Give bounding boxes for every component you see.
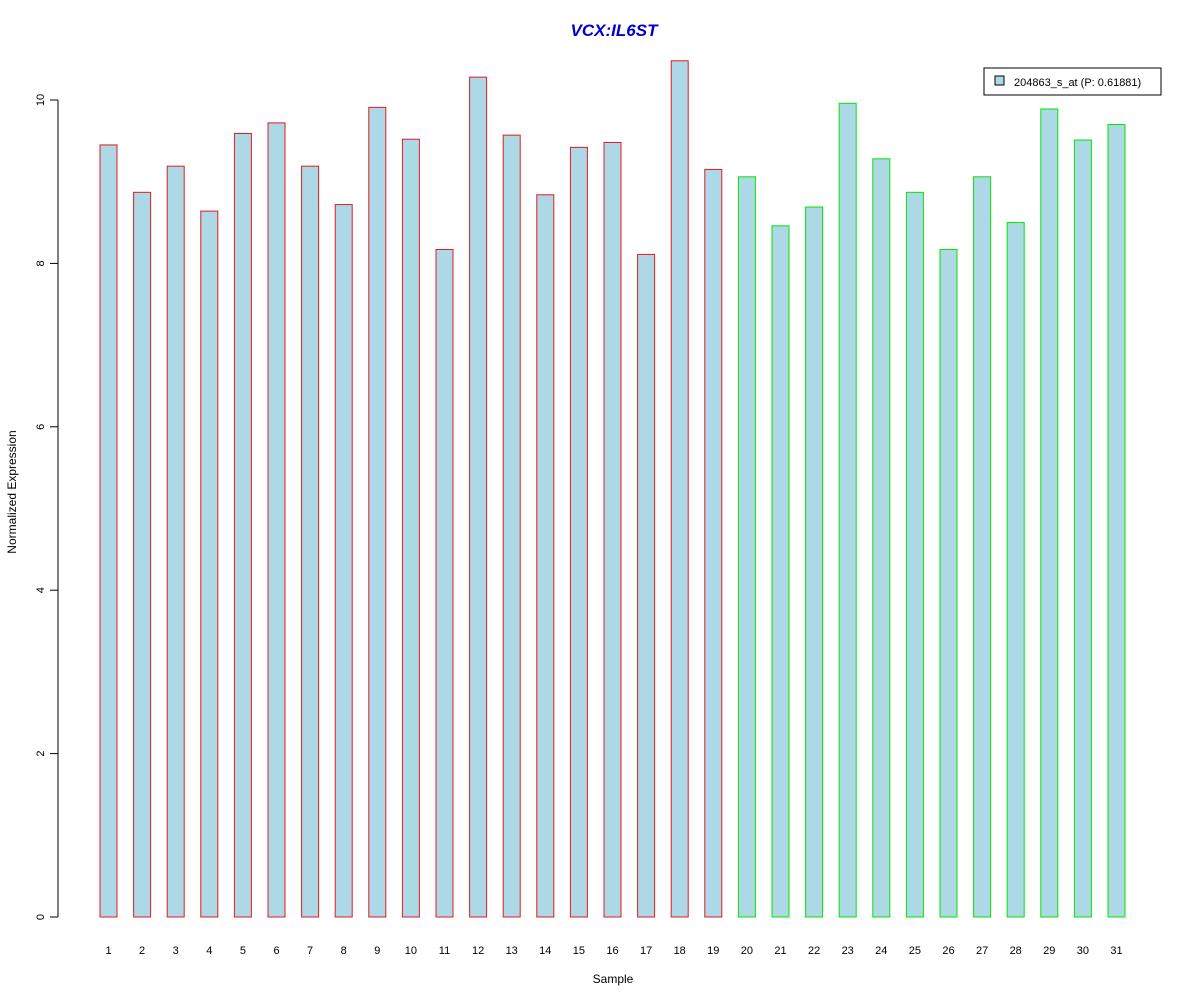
y-tick-label: 10 (35, 94, 47, 106)
bar-7 (301, 165, 320, 918)
x-tick-label-27: 27 (976, 945, 988, 957)
bar-27 (973, 176, 992, 918)
bar-26 (939, 249, 958, 918)
x-tick-label-20: 20 (741, 945, 753, 957)
bar-25 (905, 191, 924, 918)
bar-13 (502, 134, 521, 918)
legend-entry: 204863_s_at (P: 0.61881) (1014, 77, 1141, 89)
x-tick-label-7: 7 (307, 945, 313, 957)
x-tick-label-14: 14 (539, 945, 551, 957)
x-tick-label-21: 21 (774, 945, 786, 957)
y-tick-label: 6 (35, 424, 47, 430)
bar-31 (1107, 124, 1126, 918)
x-tick-label-24: 24 (875, 945, 887, 957)
bar-6 (267, 122, 286, 918)
x-tick-label-26: 26 (942, 945, 954, 957)
bar-14 (536, 194, 555, 918)
x-tick-label-1: 1 (105, 945, 111, 957)
bar-23 (838, 102, 857, 918)
x-tick-label-13: 13 (506, 945, 518, 957)
x-tick-label-25: 25 (909, 945, 921, 957)
x-tick-label-10: 10 (405, 945, 417, 957)
x-tick-label-18: 18 (674, 945, 686, 957)
bar-21 (771, 225, 790, 918)
y-tick-label: 8 (35, 260, 47, 266)
legend: 204863_s_at (P: 0.61881) (983, 67, 1162, 96)
x-tick-label-8: 8 (341, 945, 347, 957)
x-tick-label-15: 15 (573, 945, 585, 957)
chart-title: VCX:IL6ST (571, 21, 660, 40)
y-axis: 0 2 4 6 8 10 (35, 94, 59, 920)
x-tick-label-23: 23 (842, 945, 854, 957)
bar-24 (872, 158, 891, 918)
x-tick-label-19: 19 (707, 945, 719, 957)
x-tick-label-12: 12 (472, 945, 484, 957)
x-tick-label-4: 4 (206, 945, 212, 957)
x-axis-label: Sample (593, 972, 634, 986)
bar-22 (805, 206, 824, 918)
bar-18 (670, 60, 689, 918)
x-tick-label-9: 9 (374, 945, 380, 957)
x-tick-label-6: 6 (273, 945, 279, 957)
bar-30 (1073, 139, 1092, 918)
bar-11 (435, 249, 454, 918)
bar-15 (569, 146, 588, 918)
x-tick-label-3: 3 (173, 945, 179, 957)
x-tick-label-17: 17 (640, 945, 652, 957)
x-tick-label-29: 29 (1043, 945, 1055, 957)
x-tick-label-2: 2 (139, 945, 145, 957)
x-tick-label-30: 30 (1077, 945, 1089, 957)
y-axis-label: Normalized Expression (5, 430, 19, 553)
bar-9 (368, 106, 387, 918)
bar-3 (166, 165, 185, 918)
bar-1 (99, 144, 118, 918)
legend-swatch (994, 75, 1005, 86)
x-tick-label-11: 11 (439, 945, 450, 957)
bar-10 (401, 138, 420, 918)
x-tick-label-16: 16 (606, 945, 618, 957)
bars-group (99, 60, 1126, 918)
bar-4 (200, 210, 219, 918)
legend-box (983, 67, 1162, 96)
bar-16 (603, 141, 622, 918)
x-tick-label-28: 28 (1010, 945, 1022, 957)
y-tick-label: 0 (35, 914, 47, 920)
x-tick-label-22: 22 (808, 945, 820, 957)
bar-17 (637, 253, 656, 918)
bar-20 (737, 176, 756, 918)
bar-5 (233, 132, 252, 918)
bar-12 (469, 76, 488, 918)
bar-2 (133, 191, 152, 918)
bar-29 (1040, 108, 1059, 918)
bar-8 (334, 204, 353, 918)
bar-28 (1006, 222, 1025, 918)
x-tick-labels: 1 2 3 4 5 6 7 8 9 10 11 12 13 14 15 16 17 18 19 20 21 22 23 24 2… (105, 945, 1122, 957)
bar-19 (704, 168, 723, 918)
x-tick-label-31: 31 (1110, 945, 1122, 957)
y-tick-label: 4 (35, 587, 47, 593)
y-tick-label: 2 (35, 751, 47, 757)
x-tick-label-5: 5 (240, 945, 246, 957)
